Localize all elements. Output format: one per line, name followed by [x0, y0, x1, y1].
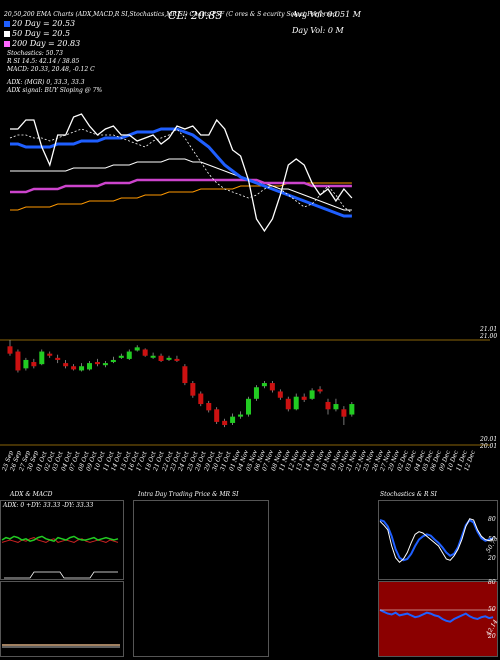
candle-body: [134, 347, 140, 351]
candle-body: [158, 355, 164, 361]
candle-body: [71, 366, 77, 370]
candle-body: [277, 391, 283, 398]
adx-panel-title: ADX & MACD: [10, 491, 53, 498]
candle-body: [63, 363, 69, 367]
chart-title: 20,50,200 EMA Charts (ADX,MACD,R SI,Stoc…: [4, 11, 337, 18]
oscillator-scale-label: 50: [488, 606, 496, 613]
adx-readout: ADX: (MGR) 0, 33.3, 33.3: [7, 79, 85, 86]
rsi-line: [379, 609, 494, 623]
candle-body: [87, 363, 92, 370]
candle-body: [206, 403, 212, 411]
candle-body: [150, 355, 156, 358]
close-price: CL: 20.83: [168, 9, 223, 22]
ema200-line: [10, 178, 352, 194]
candle-body: [94, 362, 100, 365]
ema50-line: [10, 158, 352, 211]
candle-body: [238, 414, 244, 417]
candle-body: [222, 420, 228, 426]
oscillator-scale-label: 80: [488, 516, 496, 523]
adx-signal-line: [4, 571, 118, 579]
stoch-readout: Stochastics: 50.73: [7, 50, 63, 57]
candle-body: [39, 351, 45, 365]
candle-body: [230, 416, 236, 423]
avg-volume: Avg Vol: 0.051 M: [292, 10, 361, 19]
candle-body: [325, 401, 331, 410]
candle-body: [31, 362, 37, 367]
candle-body: [198, 393, 204, 405]
candle-body: [142, 349, 148, 356]
oscillator-scale-label: 80: [488, 579, 496, 586]
candle-body: [7, 346, 13, 354]
stoch-d-line: [379, 518, 494, 564]
candle-body: [23, 359, 29, 369]
candle-body: [15, 351, 21, 371]
candle-body: [309, 390, 315, 399]
oscillator-scale-label: 50: [488, 535, 496, 543]
candle-body: [190, 383, 196, 396]
legend-swatch: [4, 31, 10, 37]
candle-body: [349, 404, 355, 415]
stoch-k-line: [379, 518, 494, 562]
candle-body: [214, 409, 220, 422]
legend-label: 200 Day = 20.83: [12, 39, 81, 48]
adx-panel-readout: ADX: 0 +DY: 33.33 -DY: 33.33: [3, 502, 94, 509]
legend-label: 50 Day = 20.5: [12, 29, 71, 38]
candle-body: [47, 353, 53, 356]
price-scale-bottom2: 20.01: [480, 443, 498, 450]
macd-panel: [0, 581, 124, 657]
candle-body: [55, 357, 61, 360]
oscillator-scale-label: 20: [488, 633, 496, 640]
candle-body: [126, 351, 132, 359]
stoch-panel-title: Stochastics & R SI: [380, 491, 437, 498]
candle-body: [110, 359, 116, 363]
legend-label: 20 Day = 20.53: [12, 19, 76, 28]
candle-body: [182, 366, 188, 384]
candle-body: [118, 355, 124, 358]
candle-body: [79, 366, 85, 371]
candle-body: [102, 363, 108, 366]
ema20-line: [10, 127, 352, 218]
candle-body: [333, 404, 339, 410]
day-volume: Day Vol: 0 M: [292, 26, 344, 35]
rsi-overlay-line: [9, 128, 353, 214]
candle-body: [341, 409, 347, 417]
candle-body: [285, 398, 291, 410]
legend-swatch: [4, 21, 10, 27]
rsi-readout: R SI 14.5: 42.14 / 38.85: [7, 58, 80, 65]
candle-body: [269, 383, 275, 391]
candle-body: [261, 383, 267, 387]
adx-plus-line: [1, 535, 119, 543]
candle-body: [293, 396, 299, 410]
candle-body: [301, 396, 307, 400]
stoch-overlay-line: [10, 113, 353, 233]
price-scale-top: 21.01: [480, 326, 498, 333]
candle-body: [253, 387, 259, 399]
adx-signal: ADX signal: BUY Sloping @ 7%: [7, 87, 103, 94]
candle-body: [166, 357, 172, 360]
main-chart: [0, 113, 490, 446]
intraday-panel-title: Intra Day Trading Price & MR SI: [138, 491, 239, 498]
intraday-panel: [133, 500, 269, 657]
candle-body: [174, 358, 180, 361]
adx-panel: [0, 500, 124, 580]
oscillator-scale-label: 20: [488, 555, 496, 562]
legend-swatch: [4, 41, 10, 47]
price-scale-bottom: 20.01: [480, 436, 498, 443]
stoch-panel: [378, 500, 498, 580]
macd-readout: MACD: 20.33, 20.48, -0.12 C: [7, 66, 95, 73]
candle-body: [246, 398, 251, 415]
price-scale-top2: 21.00: [480, 333, 498, 340]
candle-body: [317, 389, 323, 392]
